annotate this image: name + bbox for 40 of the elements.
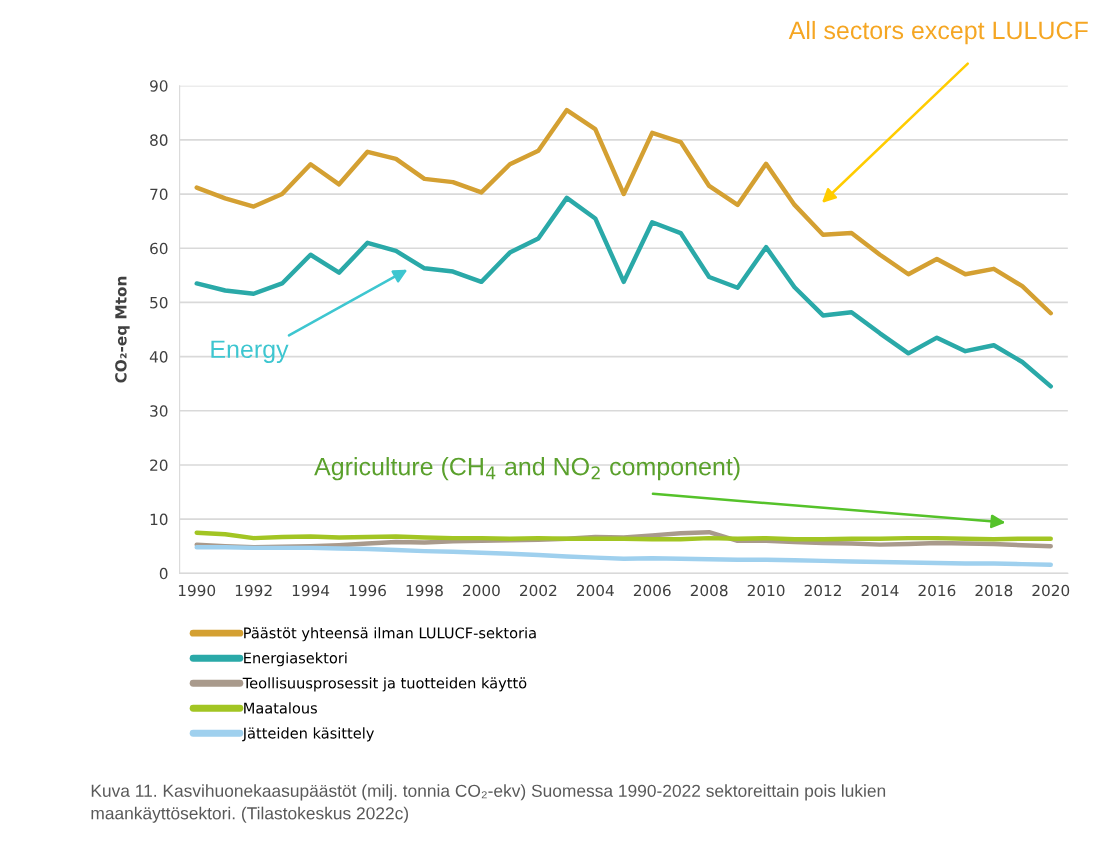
annotation: Energy [211, 340, 289, 364]
y-tick-label: 30 [150, 405, 168, 417]
text: Kuva 11. Kasvihuonekaasupäästöt (milj. tonnia CO₂-ekv) Suomessa 1990-2022 sektoreittain pois lukien maankäyttösektori. (Tilastokeskus 2022c) [91, 784, 886, 823]
x-tick-label: 2020 [1032, 584, 1070, 597]
legend-label: Jätteiden käsittely [242, 727, 374, 742]
y-tick-label: 10 [150, 513, 168, 526]
legend-label: Teollisuusprosessit ja tuotteiden käyttö [242, 677, 527, 692]
x-tick-label: 2010 [747, 584, 785, 597]
x-tick-label: 1994 [292, 584, 330, 597]
x-tick-label: 2012 [804, 584, 841, 597]
x-tick-label: 1996 [349, 584, 386, 597]
y-tick-label: 70 [150, 188, 168, 201]
legend-label: Energiasektori [244, 652, 347, 667]
y-axis-title: CO₂-eq Mton [115, 276, 130, 383]
x-tick-label: 1992 [235, 584, 272, 597]
y-tick-label: 0 [159, 567, 168, 580]
x-tick-label: 2014 [861, 584, 899, 597]
legend-label: Päästöt yhteensä ilman LULUCF-sektoria [244, 627, 536, 642]
line-series [194, 545, 1053, 567]
y-tick-label: 90 [150, 80, 168, 92]
x-tick-label: 2008 [690, 584, 728, 597]
y-tick-label: 50 [150, 296, 168, 309]
x-tick-label: 2002 [520, 584, 557, 597]
x-tick-label: 2000 [463, 584, 500, 597]
x-tick-label: 2018 [975, 584, 1013, 597]
line-series [194, 530, 1053, 542]
x-tick-label: 2004 [576, 584, 614, 597]
y-tick-label: 60 [150, 242, 168, 255]
y-tick-label: 20 [150, 459, 168, 471]
x-tick-label: 2006 [633, 584, 671, 597]
legend-label: Maatalous [244, 702, 317, 714]
line-series [194, 195, 1053, 389]
y-tick-label: 40 [149, 351, 168, 363]
x-tick-label: 1990 [178, 584, 216, 597]
y-tick-label: 80 [150, 134, 168, 146]
text: All sectors except LULUCF [788, 20, 1088, 45]
x-tick-label: 1998 [406, 584, 443, 597]
annotation: Agriculture (CH$_{4}$ and NO$_{2}$ component) [314, 457, 740, 481]
line-series [194, 107, 1053, 316]
x-tick-label: 2016 [918, 584, 956, 597]
